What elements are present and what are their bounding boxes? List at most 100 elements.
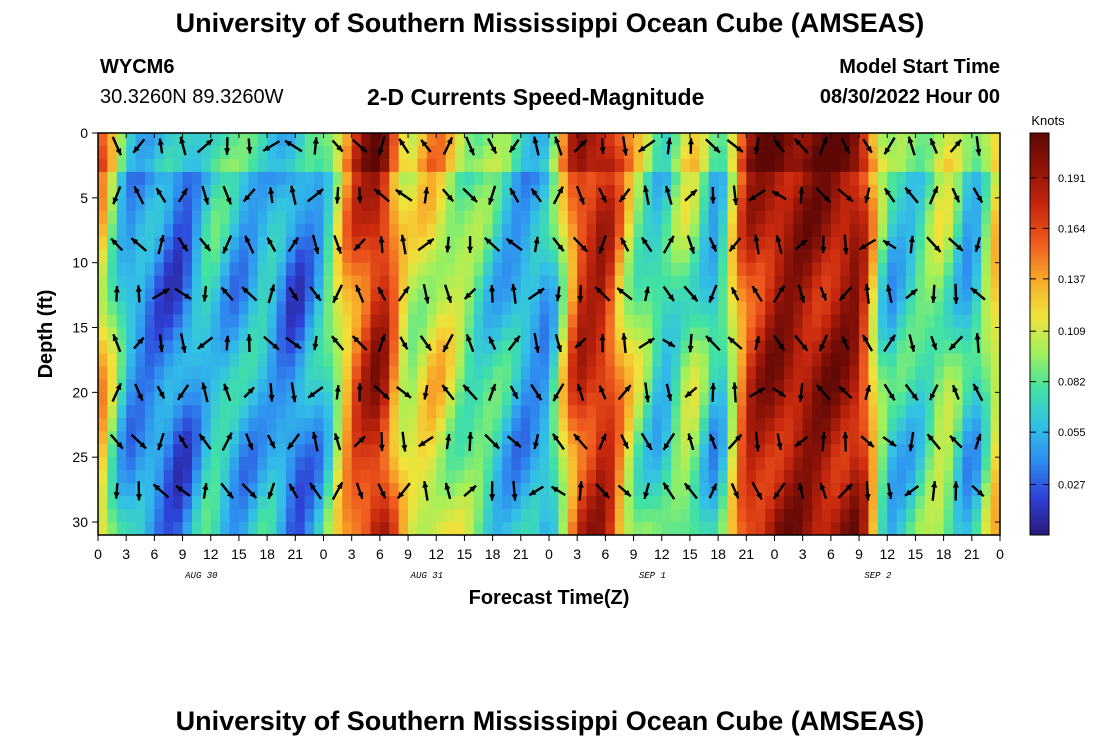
heat-cell bbox=[436, 444, 447, 458]
heat-cell bbox=[755, 197, 766, 212]
heat-cell bbox=[332, 418, 343, 432]
heat-cell bbox=[708, 197, 719, 212]
heat-cell bbox=[191, 197, 202, 212]
heat-cell bbox=[783, 223, 794, 238]
heat-cell bbox=[276, 210, 287, 225]
heat-cell bbox=[126, 366, 137, 380]
heat-cell bbox=[98, 483, 108, 497]
heat-cell bbox=[379, 405, 390, 419]
heat-cell bbox=[821, 301, 832, 316]
heat-cell bbox=[323, 392, 334, 406]
current-arrow bbox=[111, 136, 122, 156]
heat-cell bbox=[530, 223, 541, 238]
heat-cell bbox=[351, 249, 362, 264]
heat-cell bbox=[915, 470, 926, 484]
heat-cell bbox=[830, 496, 841, 510]
heat-cell bbox=[370, 210, 381, 225]
heat-cell bbox=[887, 457, 898, 471]
heat-cell bbox=[539, 418, 550, 432]
heat-cell bbox=[370, 301, 381, 316]
heat-cell bbox=[727, 327, 738, 342]
current-arrow bbox=[573, 433, 588, 450]
heat-cell bbox=[680, 197, 691, 212]
heat-cell bbox=[586, 509, 597, 523]
heat-cell bbox=[614, 418, 625, 432]
heat-cell bbox=[426, 288, 437, 303]
heat-cell bbox=[285, 405, 296, 419]
heat-cell bbox=[220, 327, 231, 342]
heat-cell bbox=[483, 444, 494, 458]
current-arrow bbox=[883, 136, 896, 155]
heat-cell bbox=[549, 327, 559, 342]
heat-cell bbox=[812, 392, 823, 406]
heat-cell bbox=[755, 249, 766, 264]
heat-cell bbox=[126, 353, 137, 368]
heat-cell bbox=[680, 405, 691, 419]
heat-cell bbox=[812, 210, 823, 225]
heat-cell bbox=[98, 171, 108, 186]
heat-cell bbox=[295, 483, 306, 497]
heat-cell bbox=[680, 496, 691, 510]
current-arrow bbox=[130, 237, 148, 252]
heat-cell bbox=[605, 184, 616, 199]
heat-cell bbox=[661, 262, 672, 277]
heat-cell bbox=[708, 366, 719, 380]
heat-cell bbox=[699, 496, 710, 510]
heat-cell bbox=[971, 379, 982, 393]
current-arrow bbox=[931, 480, 938, 501]
heat-cell bbox=[276, 301, 287, 316]
current-arrow bbox=[113, 285, 120, 302]
heat-cell bbox=[783, 418, 794, 432]
heat-cell bbox=[689, 366, 700, 380]
heat-cell bbox=[464, 249, 475, 264]
current-arrow bbox=[819, 482, 828, 500]
heat-cell bbox=[107, 522, 118, 535]
heat-cell bbox=[868, 133, 879, 147]
heat-cell bbox=[182, 301, 193, 316]
heat-cell bbox=[793, 457, 804, 471]
heat-cell bbox=[314, 522, 325, 535]
heat-cell bbox=[191, 171, 202, 186]
current-arrow bbox=[441, 188, 455, 203]
heat-cell bbox=[971, 158, 982, 173]
heat-cell bbox=[116, 379, 127, 393]
heat-cell bbox=[417, 275, 428, 290]
heat-cell bbox=[530, 431, 541, 445]
heat-cell bbox=[765, 522, 776, 535]
heat-cell bbox=[370, 431, 381, 445]
heat-cell bbox=[924, 405, 935, 419]
heat-cell bbox=[680, 301, 691, 316]
heat-cell bbox=[267, 353, 278, 368]
heat-cell bbox=[859, 288, 870, 303]
heat-cell bbox=[708, 262, 719, 277]
heat-cell bbox=[680, 327, 691, 342]
x-tick-label: 12 bbox=[654, 546, 670, 562]
heat-cell bbox=[605, 470, 616, 484]
current-arrow bbox=[662, 235, 675, 254]
heat-cell bbox=[962, 197, 973, 212]
heat-cell bbox=[379, 288, 390, 303]
heat-cell bbox=[849, 210, 860, 225]
heat-cell bbox=[868, 275, 879, 290]
heat-cell bbox=[520, 249, 531, 264]
heat-cell bbox=[802, 158, 813, 173]
heat-cell bbox=[229, 457, 240, 471]
heat-cell bbox=[652, 483, 663, 497]
heat-cell bbox=[304, 353, 315, 368]
heat-cell bbox=[201, 262, 212, 277]
heat-cell bbox=[595, 444, 606, 458]
heat-cell bbox=[511, 249, 522, 264]
heat-cell bbox=[351, 457, 362, 471]
heat-cell bbox=[793, 483, 804, 497]
heat-cell bbox=[285, 379, 296, 393]
heat-cell bbox=[511, 522, 522, 535]
heat-cell bbox=[483, 405, 494, 419]
heat-cell bbox=[210, 275, 221, 290]
heat-cell bbox=[915, 301, 926, 316]
heat-cell bbox=[765, 288, 776, 303]
heat-cell bbox=[520, 197, 531, 212]
heat-cell bbox=[455, 171, 466, 186]
heat-cell bbox=[379, 210, 390, 225]
heat-cell bbox=[220, 262, 231, 277]
heat-cell bbox=[98, 431, 108, 445]
